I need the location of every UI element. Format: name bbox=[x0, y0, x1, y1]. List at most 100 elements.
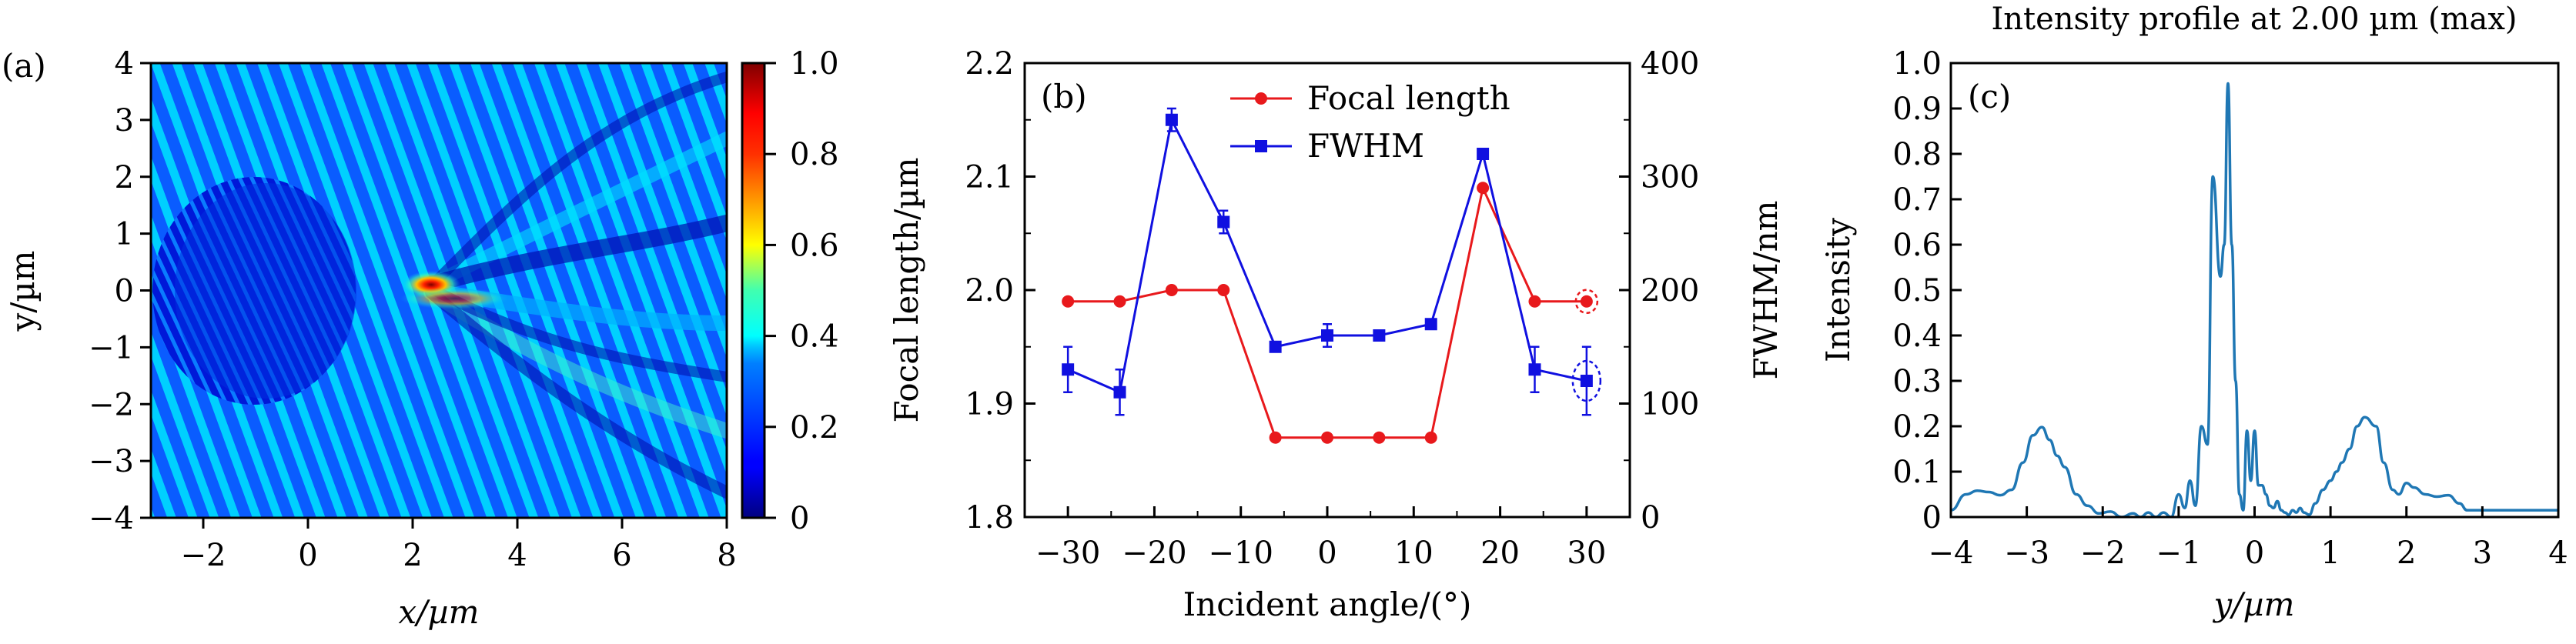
x-tick-label-c: −1 bbox=[2156, 536, 2201, 571]
data-point-focal-length bbox=[1477, 182, 1490, 195]
heatmap-beam bbox=[426, 72, 727, 292]
data-point-focal-length bbox=[1165, 284, 1178, 296]
y-tick-label-a: 3 bbox=[115, 103, 134, 138]
heatmap-beam bbox=[423, 215, 727, 293]
y-tick-label-c: 0.1 bbox=[1892, 455, 1942, 490]
x-tick-label-c: −4 bbox=[1929, 536, 1974, 571]
y-axis-label-b: Focal length/µm bbox=[888, 158, 925, 423]
x-tick-label-c: 0 bbox=[2245, 536, 2264, 571]
data-point-focal-length bbox=[1321, 431, 1333, 444]
panel-c: Intensity profile at 2.00 µm (max) −4 −3−… bbox=[1819, 2, 2568, 623]
y-tick-label-c: 0 bbox=[1922, 500, 1942, 536]
x-tick-label-a: 4 bbox=[507, 538, 527, 573]
x-tick-label-a: 0 bbox=[298, 538, 317, 573]
x-axis-label-c: y/µm bbox=[2213, 586, 2295, 623]
focal-tail bbox=[400, 288, 508, 309]
y-tick-label-b: 2.1 bbox=[965, 160, 1014, 195]
data-point-focal-length bbox=[1528, 295, 1541, 308]
x-tick-label-c: −2 bbox=[2080, 536, 2126, 571]
data-point-fwhm bbox=[1113, 385, 1126, 399]
y-tick-label-a: 0 bbox=[115, 274, 134, 309]
data-point-focal-length bbox=[1373, 431, 1386, 444]
panel-a: −2 0 2 4 6 8 −4 −3 −2 −1 0 1 2 3 4 0 0.2 0.4 0.6 0.8 1.0 (a… bbox=[2, 46, 839, 631]
y-tick-label-c: 0.8 bbox=[1892, 137, 1942, 172]
legend-label-focal: Focal length bbox=[1307, 79, 1510, 117]
y-right-tick-label-b: 200 bbox=[1641, 273, 1699, 309]
y-tick-label-c: 0.3 bbox=[1892, 364, 1942, 399]
data-point-focal-length bbox=[1113, 295, 1126, 308]
series-b bbox=[1062, 107, 1602, 444]
y-right-tick-label-b: 0 bbox=[1641, 500, 1660, 536]
heatmap-beam bbox=[426, 283, 727, 382]
x-axis-label-b: Incident angle/(°) bbox=[1183, 586, 1472, 623]
colorbar-tick-label: 1.0 bbox=[790, 46, 839, 82]
x-tick-label-c: 4 bbox=[2548, 536, 2568, 571]
x-tick-label-b: 20 bbox=[1480, 536, 1520, 571]
intensity-profile-line bbox=[1951, 82, 2558, 517]
heatmap-beam bbox=[425, 286, 727, 499]
panel-label-c: (c) bbox=[1968, 78, 2011, 115]
y-tick-label-a: 2 bbox=[115, 160, 134, 195]
x-tick-label-a: 2 bbox=[403, 538, 422, 573]
highlight-circle bbox=[1574, 289, 1599, 314]
y-tick-label-a: −4 bbox=[89, 501, 134, 536]
y-tick-label-a: 1 bbox=[115, 217, 134, 252]
data-point-fwhm bbox=[1477, 148, 1490, 160]
axes-a: −2 0 2 4 6 8 −4 −3 −2 −1 0 1 2 3 4 bbox=[89, 46, 737, 573]
y-tick-label-a: −1 bbox=[89, 330, 134, 365]
legend-label-fwhm: FWHM bbox=[1307, 127, 1424, 165]
data-point-fwhm bbox=[1062, 363, 1075, 376]
y-tick-label-c: 0.2 bbox=[1892, 409, 1942, 445]
y-tick-label-b: 2.2 bbox=[965, 46, 1014, 82]
data-point-focal-length bbox=[1217, 284, 1230, 296]
y-axis-label-c: Intensity bbox=[1819, 218, 1857, 362]
legend-marker-fwhm bbox=[1255, 140, 1267, 152]
y-right-tick-label-b: 400 bbox=[1641, 46, 1699, 82]
y-right-tick-label-b: 100 bbox=[1641, 387, 1699, 422]
x-tick-label-a: 6 bbox=[612, 538, 631, 573]
data-point-focal-length bbox=[1580, 295, 1593, 308]
y-tick-label-c: 0.6 bbox=[1892, 228, 1942, 263]
x-tick-label-c: 3 bbox=[2473, 536, 2492, 571]
lens-shading bbox=[175, 183, 356, 399]
colorbar-tick-label: 0.4 bbox=[790, 319, 839, 355]
y-tick-label-b: 1.9 bbox=[965, 387, 1014, 422]
y-axis-label-right-b: FWHM/nm bbox=[1747, 201, 1785, 380]
legend: Focal length FWHM bbox=[1230, 79, 1510, 165]
series-line-focal-length bbox=[1068, 184, 1587, 439]
heatmap-field bbox=[151, 63, 727, 518]
x-tick-label-b: 30 bbox=[1567, 536, 1606, 571]
data-point-fwhm bbox=[1528, 363, 1541, 376]
data-point-focal-length bbox=[1062, 295, 1075, 308]
data-point-fwhm bbox=[1373, 329, 1386, 342]
highlight-circle bbox=[1571, 359, 1602, 402]
y-tick-label-c: 0.7 bbox=[1892, 182, 1942, 218]
data-point-fwhm bbox=[1217, 215, 1230, 229]
plot-frame bbox=[1949, 62, 2560, 519]
chart-title-c: Intensity profile at 2.00 µm (max) bbox=[1991, 2, 2517, 37]
x-tick-label-b: 0 bbox=[1317, 536, 1337, 571]
x-tick-label-b: 10 bbox=[1394, 536, 1434, 571]
heatmap-beam bbox=[424, 132, 727, 292]
y-tick-label-a: −2 bbox=[89, 387, 134, 422]
x-tick-label-a: −2 bbox=[181, 538, 226, 573]
data-point-focal-length bbox=[1269, 431, 1282, 444]
y-tick-label-c: 0.5 bbox=[1892, 273, 1942, 309]
data-point-fwhm bbox=[1580, 375, 1593, 387]
colorbar-tick-label: 0.8 bbox=[790, 137, 839, 172]
legend-marker-focal bbox=[1255, 92, 1267, 105]
x-tick-label-c: −3 bbox=[2004, 536, 2049, 571]
x-tick-label-b: −10 bbox=[1209, 536, 1273, 571]
x-tick-label-b: −30 bbox=[1035, 536, 1100, 571]
axes-c: −4 −3 −2 −1 0 1 2 3 4 0 0.1 0.2 0.3 0.4 0.5 0.6 0.7 0.8 0.… bbox=[1892, 46, 2568, 571]
colorbar-ticks: 0 0.2 0.4 0.6 0.8 1.0 bbox=[764, 46, 839, 536]
panel-label-b: (b) bbox=[1041, 78, 1087, 115]
y-tick-label-c: 0.9 bbox=[1892, 92, 1942, 127]
data-point-fwhm bbox=[1165, 113, 1178, 126]
data-point-fwhm bbox=[1424, 318, 1437, 331]
panel-label-a: (a) bbox=[2, 47, 46, 85]
y-tick-label-a: 4 bbox=[115, 46, 134, 82]
data-point-fwhm bbox=[1269, 340, 1282, 353]
colorbar-tick-label: 0.2 bbox=[790, 410, 839, 445]
